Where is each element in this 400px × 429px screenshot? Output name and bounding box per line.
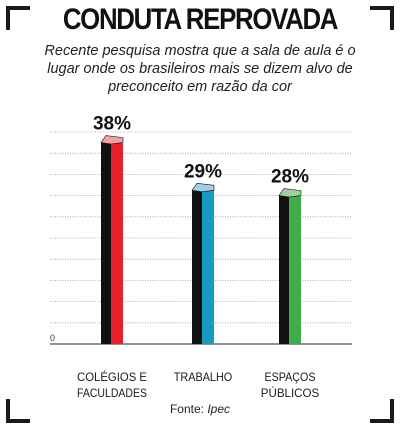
bar-value-label: 29% [184, 161, 222, 182]
bar-side-face [192, 190, 202, 344]
corner-bracket-bottom-right [370, 399, 394, 423]
source-label: Fonte: [169, 402, 204, 416]
chart-title: CONDUTA REPROVADA [62, 3, 339, 36]
corner-bracket-bottom-left [6, 399, 30, 423]
bar-side-face [279, 195, 289, 344]
bar-side-face [101, 142, 111, 344]
source-credit: Fonte: Ipec [0, 402, 400, 416]
bar-top-face [100, 135, 124, 145]
chart-subtitle: Recente pesquisa mostra que a sala de au… [44, 43, 356, 95]
category-label: PÚBLICOS [261, 385, 319, 400]
bar-value-label: 28% [271, 167, 309, 188]
bar-front-face [202, 190, 214, 344]
category-label: TRABALHO [174, 370, 232, 384]
bar-top-face [191, 182, 215, 193]
category-label: COLÉGIOS E [77, 369, 147, 384]
category-label: FACULDADES [77, 386, 147, 400]
bar-front-face [289, 195, 301, 344]
bar-value-label: 38% [93, 114, 131, 135]
bar-front-face [111, 142, 123, 344]
bar-top-face [278, 188, 302, 198]
source-name: Ipec [207, 402, 231, 416]
corner-bracket-top-left [6, 6, 30, 30]
corner-bracket-top-right [370, 6, 394, 30]
y-tick-label-zero: 0 [50, 333, 55, 343]
category-label: ESPAÇOS [264, 370, 315, 384]
